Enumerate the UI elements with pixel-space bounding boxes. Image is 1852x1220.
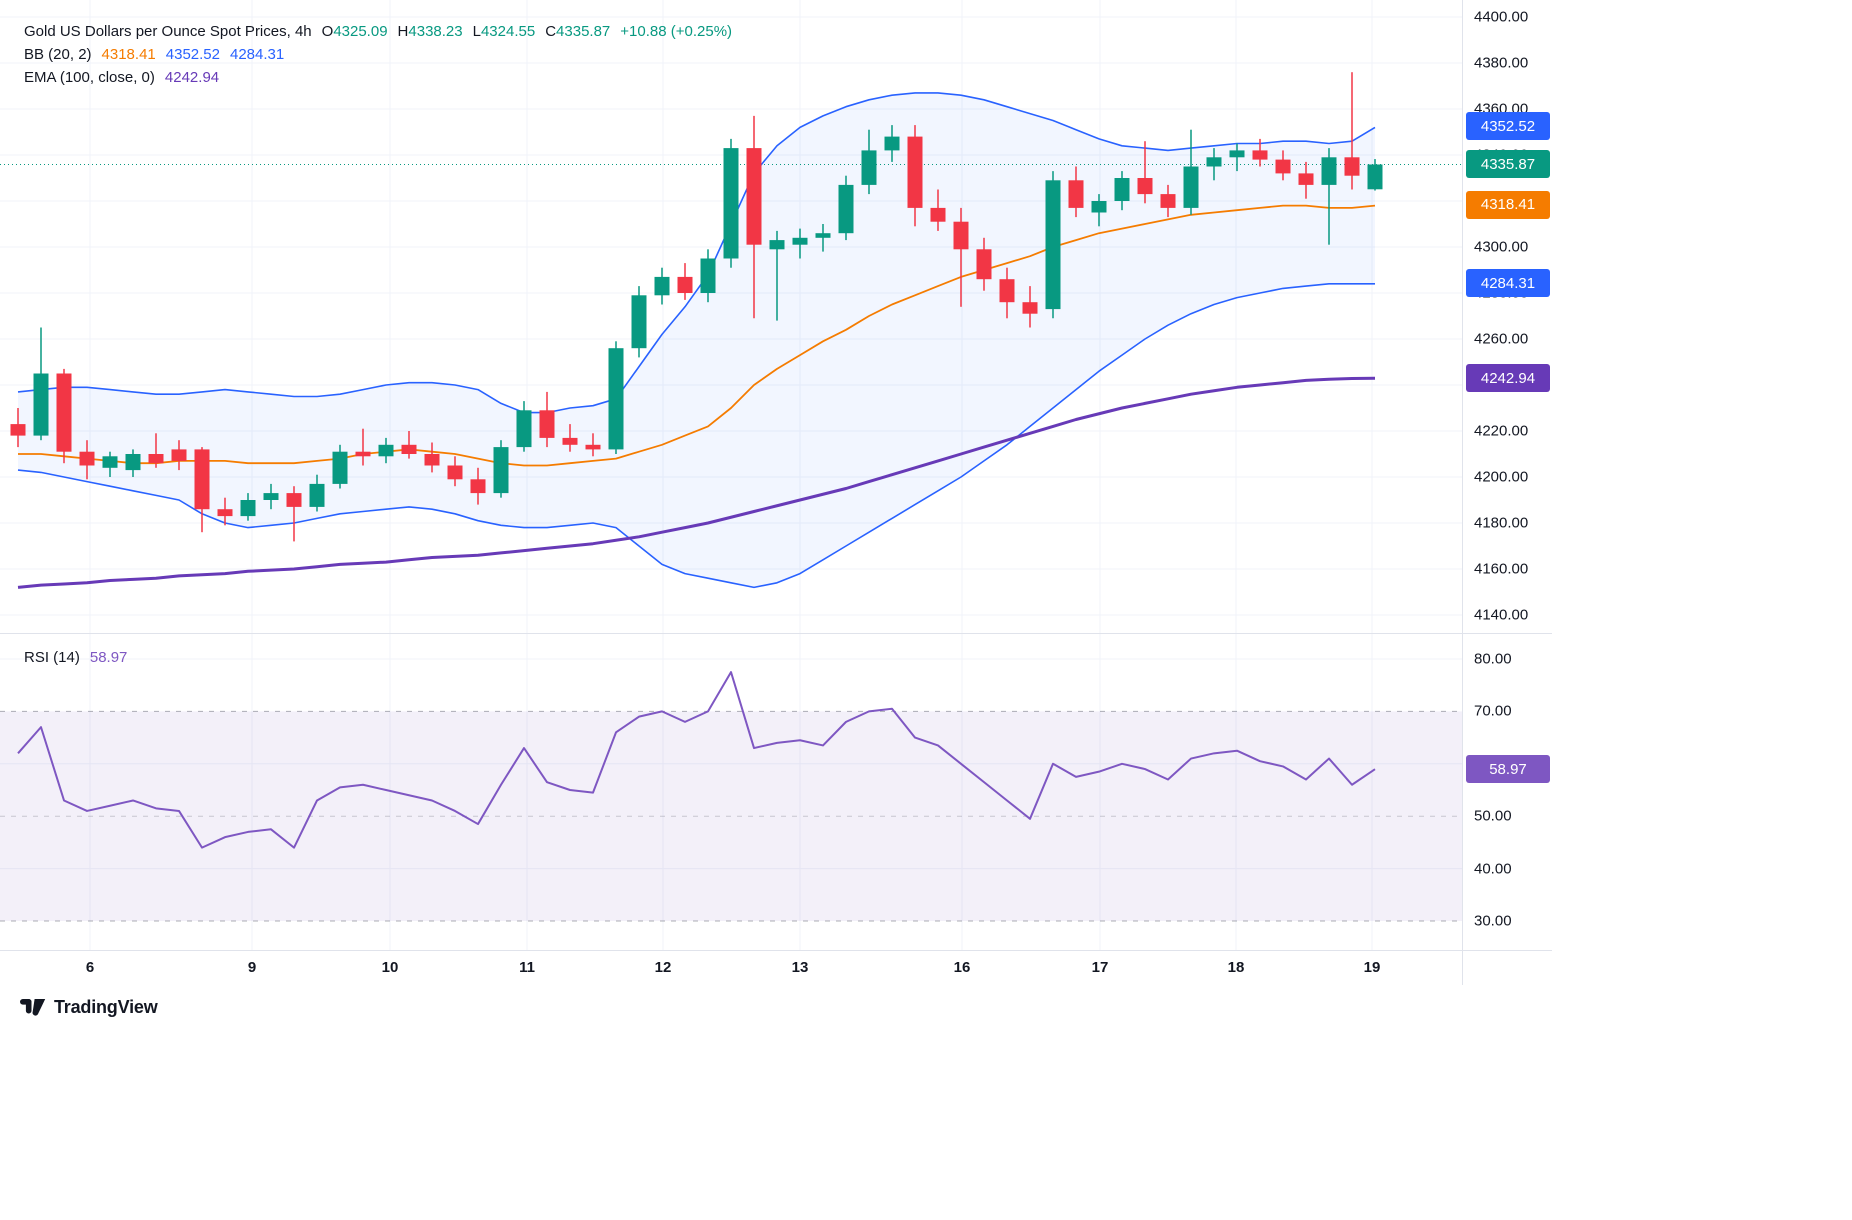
tradingview-brand-text: TradingView: [54, 996, 158, 1017]
price-axis-badge: 4318.41: [1466, 190, 1550, 219]
rsi-indicator-label: RSI (14): [24, 649, 80, 666]
main-legend: Gold US Dollars per Ounce Spot Prices, 4…: [24, 20, 732, 89]
rsi-legend-row[interactable]: RSI (14) 58.97: [24, 646, 127, 669]
symbol-title: Gold US Dollars per Ounce Spot Prices, 4…: [24, 23, 312, 40]
tradingview-attribution[interactable]: TradingView: [20, 996, 158, 1018]
ema-legend-row[interactable]: EMA (100, close, 0) 4242.94: [24, 66, 732, 89]
time-axis-label: 16: [953, 959, 971, 976]
price-axis-label: 4140.00: [1474, 606, 1529, 624]
ohlc-low: L 4324.55: [473, 23, 536, 40]
bb-upper-value: 4352.52: [165, 46, 220, 63]
price-axis-label: 4300.00: [1474, 238, 1529, 256]
ohlc-close-label: C: [545, 23, 557, 40]
ohlc-high-label: H: [397, 23, 409, 40]
ohlc-high-value: 4338.23: [408, 23, 463, 40]
time-axis-label: 13: [791, 959, 809, 976]
symbol-legend-row[interactable]: Gold US Dollars per Ounce Spot Prices, 4…: [24, 20, 732, 43]
ohlc-high: H 4338.23: [398, 23, 463, 40]
bb-basis-value: 4318.41: [101, 46, 156, 63]
rsi-axis-label: 40.00: [1474, 860, 1512, 878]
ohlc-low-value: 4324.55: [480, 23, 536, 40]
price-axis-label: 4380.00: [1474, 54, 1529, 72]
bb-lower-value: 4284.31: [230, 46, 285, 63]
time-axis-label: 10: [381, 959, 399, 976]
rsi-value: 58.97: [89, 649, 128, 666]
ema-indicator-label: EMA (100, close, 0): [24, 69, 155, 86]
price-axis-badge: 4352.52: [1466, 112, 1550, 141]
rsi-axis-badge: 58.97: [1466, 755, 1550, 784]
ohlc-change: +10.88 (+0.25%): [620, 23, 733, 40]
price-axis-badge: 4284.31: [1466, 269, 1550, 298]
time-axis-label: 9: [247, 959, 257, 976]
tradingview-logo-icon: [20, 999, 46, 1016]
price-axis-badge: 4335.87: [1466, 150, 1550, 179]
rsi-axis-label: 30.00: [1474, 912, 1512, 930]
rsi-axis-label: 70.00: [1474, 702, 1512, 720]
time-axis-label: 18: [1227, 959, 1245, 976]
ohlc-open-value: 4325.09: [333, 23, 388, 40]
price-axis-label: 4160.00: [1474, 560, 1529, 578]
time-axis-label: 19: [1363, 959, 1381, 976]
ohlc-low-label: L: [472, 23, 481, 40]
rsi-axis-label: 80.00: [1474, 650, 1512, 668]
bb-legend-row[interactable]: BB (20, 2) 4318.41 4352.52 4284.31: [24, 43, 732, 66]
ohlc-open: O 4325.09: [322, 23, 388, 40]
ohlc-open-label: O: [321, 23, 334, 40]
time-axis-label: 6: [85, 959, 95, 976]
ohlc-close-value: 4335.87: [556, 23, 611, 40]
price-axis-label: 4200.00: [1474, 468, 1529, 486]
bb-indicator-label: BB (20, 2): [24, 46, 92, 63]
rsi-axis-label: 50.00: [1474, 807, 1512, 825]
price-axis-label: 4180.00: [1474, 514, 1529, 532]
time-axis-label: 17: [1091, 959, 1109, 976]
time-axis-label: 11: [519, 959, 535, 976]
ema-value: 4242.94: [164, 69, 220, 86]
price-axis-label: 4260.00: [1474, 330, 1529, 348]
price-axis-badge: 4242.94: [1466, 364, 1550, 393]
ohlc-close: C 4335.87: [545, 23, 610, 40]
rsi-legend: RSI (14) 58.97: [24, 646, 127, 669]
time-axis-label: 12: [654, 959, 672, 976]
price-axis-label: 4220.00: [1474, 422, 1529, 440]
price-axis-label: 4400.00: [1474, 8, 1529, 26]
